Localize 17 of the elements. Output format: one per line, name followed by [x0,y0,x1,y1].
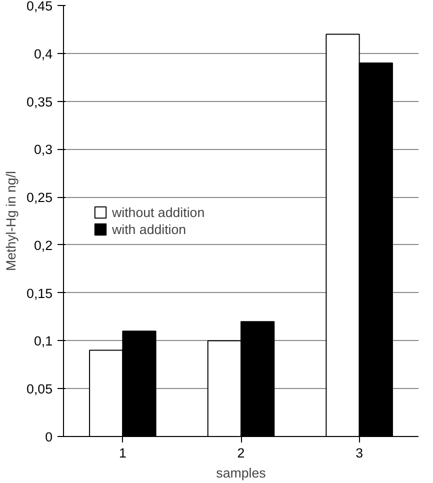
y-tick-label: 0 [45,430,53,444]
legend-label: with addition [112,222,186,236]
y-tick-label: 0,25 [26,190,53,206]
y-tick-label: 0,4 [34,46,54,62]
x-tick-label: 3 [356,446,364,460]
y-tick-label: 0,15 [26,286,53,301]
x-tick-label: 1 [118,446,126,460]
y-tick-label: 0,05 [26,382,53,397]
y-tick-label: 0,45 [26,0,53,14]
y-tick-label: 0,1 [34,334,53,349]
y-tick-label: 0,2 [34,238,53,253]
y-tick-label: 0,3 [34,142,53,158]
legend-label: without addition [112,204,205,220]
x-tick-label: 2 [237,446,245,460]
y-tick-label: 0,35 [26,94,53,110]
y-axis-title: Methyl-Hg in ng/l [4,170,19,271]
x-axis-title: samples [216,466,266,480]
